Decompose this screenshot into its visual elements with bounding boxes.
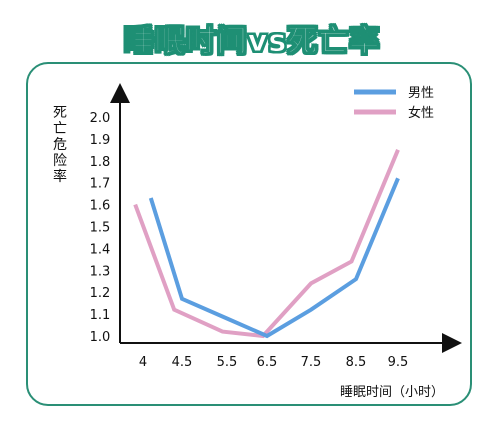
- y-tick-label: 1.2: [90, 286, 111, 301]
- y-tick-labels: 1.0 1.1 1.2 1.3 1.4 1.5 1.6 1.7 1.8 1.9 2.0: [90, 111, 111, 345]
- x-axis-label: 睡眠时间（小时）: [340, 385, 444, 400]
- y-axis-label-char: 死: [53, 105, 67, 121]
- x-tick-labels: 4 4.5 5.5 6.5 7.5 8.5 9.5: [139, 355, 408, 370]
- x-tick-label: 9.5: [388, 355, 409, 370]
- y-tick-label: 1.6: [90, 199, 111, 214]
- y-tick-label: 2.0: [90, 111, 111, 126]
- y-tick-label: 1.9: [90, 133, 111, 148]
- series-lines: [133, 149, 400, 339]
- y-tick-label: 1.7: [90, 177, 111, 192]
- chart-panel: [26, 62, 472, 406]
- x-tick-label: 4: [139, 355, 147, 370]
- y-axis-label-char: 险: [53, 153, 67, 169]
- x-tick-label: 4.5: [172, 355, 193, 370]
- chart-title: 睡眠时间vs死亡率: [123, 24, 381, 60]
- x-tick-label: 5.5: [217, 355, 238, 370]
- y-tick-label: 1.4: [90, 242, 111, 257]
- x-tick-label: 6.5: [257, 355, 278, 370]
- series-line: [148, 177, 400, 339]
- y-tick-label: 1.5: [90, 221, 111, 236]
- series-line: [133, 149, 400, 339]
- y-tick-label: 1.8: [90, 155, 111, 170]
- y-axis-label-char: 亡: [53, 121, 67, 137]
- legend-label: 男性: [408, 86, 434, 101]
- x-tick-label: 7.5: [301, 355, 322, 370]
- y-tick-label: 1.3: [90, 264, 111, 279]
- x-tick-label: 8.5: [346, 355, 367, 370]
- y-tick-label: 1.1: [90, 308, 111, 323]
- legend-label: 女性: [408, 105, 434, 121]
- y-axis-label-char: 率: [53, 168, 67, 185]
- y-tick-label: 1.0: [90, 330, 111, 345]
- y-axis-label-char: 危: [53, 137, 67, 153]
